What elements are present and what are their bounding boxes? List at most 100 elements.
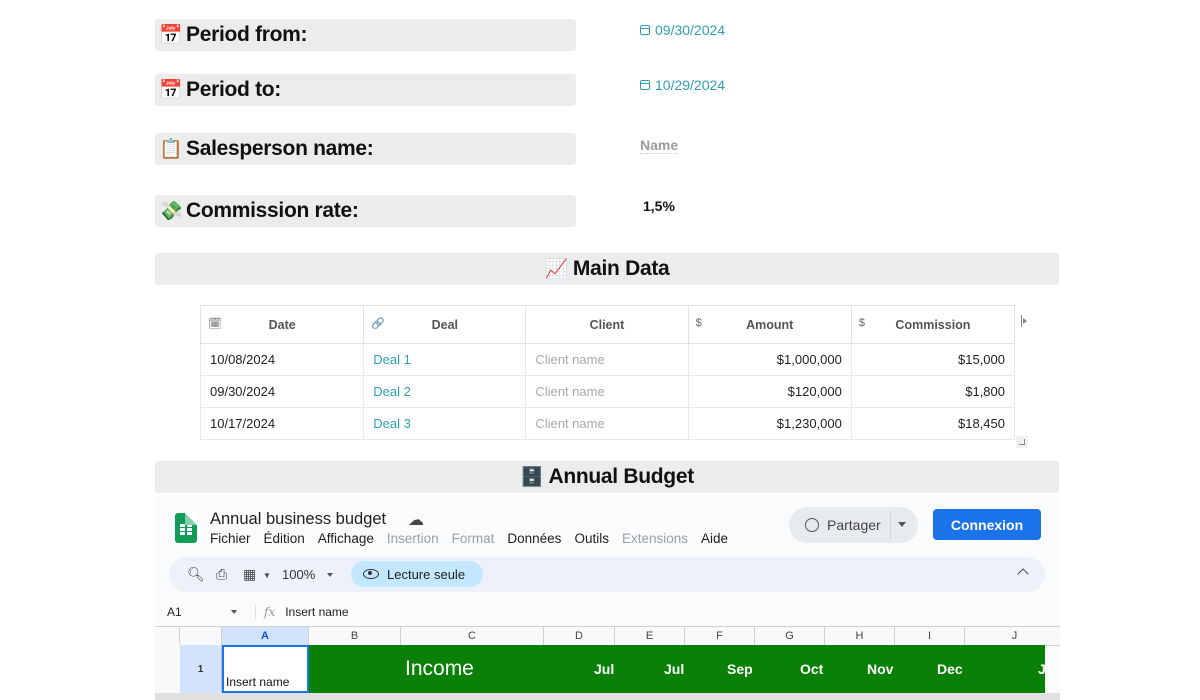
menu-aide[interactable]: Aide — [701, 531, 729, 546]
column-header-d[interactable]: D — [544, 627, 615, 646]
commission-rate-label: 💸 Commission rate: — [155, 195, 576, 227]
commission-cell: $15,000 — [850, 343, 1016, 376]
print-icon[interactable]: ⎙ — [216, 566, 228, 582]
client-cell[interactable]: Client name — [525, 375, 689, 408]
column-header-label: Commission — [895, 317, 971, 332]
horizontal-scrollbar[interactable] — [155, 693, 1060, 700]
deal-link[interactable]: Deal 3 — [363, 407, 527, 440]
column-header-commission[interactable]: $ Commission — [850, 305, 1016, 344]
search-icon[interactable]: 🔍︎ — [187, 566, 205, 582]
month-label: Jul — [664, 661, 685, 677]
link-icon: 🔗 — [371, 318, 385, 330]
login-button[interactable]: Connexion — [933, 509, 1041, 540]
column-header-client[interactable]: Client — [525, 305, 689, 344]
column-header-label: Deal — [431, 317, 459, 332]
share-button[interactable]: Partager — [789, 507, 918, 543]
main-data-header: 📈 Main Data — [155, 253, 1059, 285]
corner-cell[interactable] — [155, 627, 180, 646]
globe-icon — [805, 518, 819, 532]
format-table-icon[interactable]: ▦ — [243, 566, 257, 582]
period-to-value[interactable]: 10/29/2024 — [640, 77, 725, 93]
toolbar: 🔍︎ ⎙ ▦ ▼ 100% Lecture seule — [169, 557, 1045, 592]
date-cell[interactable]: 10/08/2024 — [199, 343, 365, 376]
file-cabinet-icon: 🗄️ — [520, 467, 544, 488]
table-row: 10/08/2024 Deal 1 Client name $1,000,000… — [199, 343, 1016, 376]
amount-cell[interactable]: $1,230,000 — [687, 407, 852, 440]
column-header-label: Client — [589, 317, 625, 332]
client-cell[interactable]: Client name — [525, 407, 689, 440]
column-headers: A B C D E F G H I J — [155, 626, 1060, 646]
date-cell[interactable]: 10/17/2024 — [199, 407, 365, 440]
amount-cell[interactable]: $120,000 — [687, 375, 852, 408]
chevron-down-icon[interactable] — [898, 522, 906, 527]
column-header-date[interactable]: 🗓 Date — [199, 305, 365, 344]
menu-edition[interactable]: Édition — [263, 531, 305, 546]
calendar-icon — [640, 25, 650, 35]
menu-donnees[interactable]: Données — [507, 531, 562, 546]
date-cell[interactable]: 09/30/2024 — [199, 375, 365, 408]
clipboard-icon: 📋 — [159, 139, 183, 160]
month-label: Jul — [594, 661, 615, 677]
read-only-label: Lecture seule — [387, 566, 466, 582]
column-header-amount[interactable]: $ Amount — [687, 305, 852, 344]
money-wings-icon: 💸 — [159, 201, 183, 222]
expand-columns-icon[interactable] — [1021, 315, 1027, 327]
formula-input[interactable]: Insert name — [285, 605, 349, 619]
column-header-a[interactable]: A — [222, 627, 309, 646]
dollar-icon: $ — [858, 317, 865, 329]
income-header-band[interactable]: Income Jul Jul Sep Oct Nov Dec J — [309, 645, 1046, 693]
column-header-j[interactable]: J — [965, 627, 1060, 646]
salesperson-label: 📋 Salesperson name: — [155, 133, 576, 165]
period-from-date: 09/30/2024 — [655, 22, 726, 38]
cell-a1[interactable]: Insert name — [222, 645, 309, 693]
deal-link[interactable]: Deal 2 — [363, 375, 527, 408]
period-from-label-text: Period from: — [186, 23, 308, 46]
annual-budget-header: 🗄️ Annual Budget — [155, 461, 1059, 493]
sheets-logo-icon[interactable] — [175, 513, 197, 543]
column-header-f[interactable]: F — [685, 627, 755, 646]
chevron-down-icon[interactable] — [231, 610, 237, 614]
main-data-table: 🗓 Date 🔗 Deal Client $ Amount $ Commission 1… — [199, 305, 1016, 440]
chevron-down-icon[interactable]: ▼ — [263, 571, 271, 580]
sheets-embed: Annual business budget ☁ Fichier Édition… — [155, 496, 1060, 700]
period-to-label: 📅 Period to: — [155, 74, 576, 106]
column-header-g[interactable]: G — [755, 627, 825, 646]
calendar-icon: 🗓 — [208, 318, 222, 330]
read-only-badge[interactable]: Lecture seule — [351, 561, 484, 587]
annual-budget-title: Annual Budget — [548, 465, 694, 488]
column-header-e[interactable]: E — [615, 627, 685, 646]
cell-reference[interactable]: A1 — [167, 605, 182, 619]
column-header-i[interactable]: I — [895, 627, 965, 646]
chevron-up-icon[interactable] — [1017, 568, 1029, 580]
commission-rate-value[interactable]: 1,5% — [643, 198, 675, 214]
client-cell[interactable]: Client name — [525, 343, 689, 376]
formula-bar: A1 fx Insert name — [155, 600, 1060, 624]
period-from-label: 📅 Period from: — [155, 19, 576, 51]
column-header-c[interactable]: C — [401, 627, 544, 646]
corner-cell[interactable] — [180, 627, 222, 646]
commission-cell: $18,450 — [850, 407, 1016, 440]
menu-fichier[interactable]: Fichier — [210, 531, 251, 546]
column-header-deal[interactable]: 🔗 Deal — [363, 305, 527, 344]
menu-affichage[interactable]: Affichage — [317, 531, 374, 546]
resize-handle-icon[interactable] — [1016, 436, 1028, 448]
period-from-value[interactable]: 09/30/2024 — [640, 22, 725, 38]
fx-icon: fx — [255, 605, 275, 619]
menu-outils[interactable]: Outils — [574, 531, 609, 546]
chevron-down-icon[interactable] — [327, 573, 333, 577]
commission-rate-text: 1,5% — [643, 198, 675, 214]
calendar-icon: 📅 — [159, 80, 183, 101]
deal-link[interactable]: Deal 1 — [363, 343, 527, 376]
column-header-h[interactable]: H — [825, 627, 895, 646]
menu-extensions: Extensions — [621, 531, 688, 546]
column-header-b[interactable]: B — [309, 627, 401, 646]
amount-cell[interactable]: $1,000,000 — [687, 343, 852, 376]
column-header-label: Date — [268, 317, 296, 332]
table-header-row: 🗓 Date 🔗 Deal Client $ Amount $ Commission — [199, 305, 1016, 344]
cell-a1-text: Insert name — [226, 675, 290, 689]
salesperson-field[interactable]: Name — [640, 137, 679, 154]
salesperson-placeholder: Name — [640, 137, 679, 154]
menu-bar: Fichier Édition Affichage Insertion Form… — [210, 531, 728, 546]
row-number[interactable]: 1 — [180, 645, 222, 693]
zoom-select[interactable]: 100% — [282, 567, 316, 582]
